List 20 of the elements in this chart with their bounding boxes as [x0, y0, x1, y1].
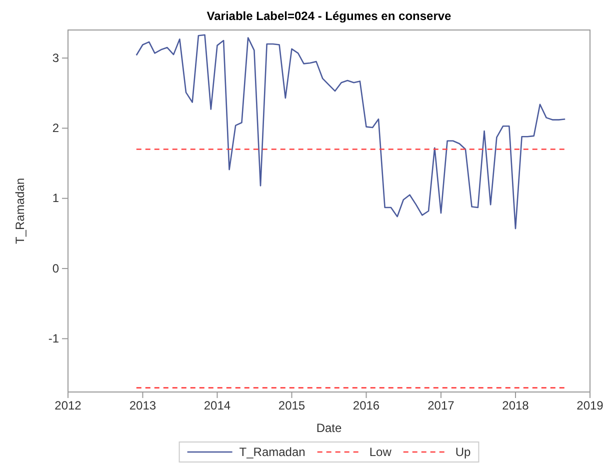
x-tick-label: 2015: [278, 398, 306, 413]
y-tick-label: 2: [52, 121, 60, 136]
x-tick-label: 2016: [352, 398, 380, 413]
y-tick-label: -1: [48, 332, 60, 346]
y-axis-title: T_Ramadan: [13, 178, 27, 244]
legend-label: Up: [455, 445, 472, 459]
x-tick-label: 2014: [204, 398, 231, 413]
y-tick-label: 0: [52, 261, 60, 276]
y-tick-label: 3: [52, 50, 60, 65]
y-tick-label: 1: [52, 191, 60, 206]
x-tick-label: 2019: [576, 398, 604, 413]
x-tick-label: 2012: [54, 398, 82, 413]
chart-title: Variable Label=024 - Légumes en conserve: [206, 9, 452, 23]
x-axis-title: Date: [316, 421, 342, 435]
x-tick-label: 2017: [428, 398, 455, 413]
line-series: [136, 34, 566, 230]
x-tick-label: 2013: [129, 398, 156, 413]
legend-label: Low: [369, 445, 392, 459]
legend-label: T_Ramadan: [239, 445, 306, 459]
x-tick-label: 2018: [502, 398, 530, 413]
